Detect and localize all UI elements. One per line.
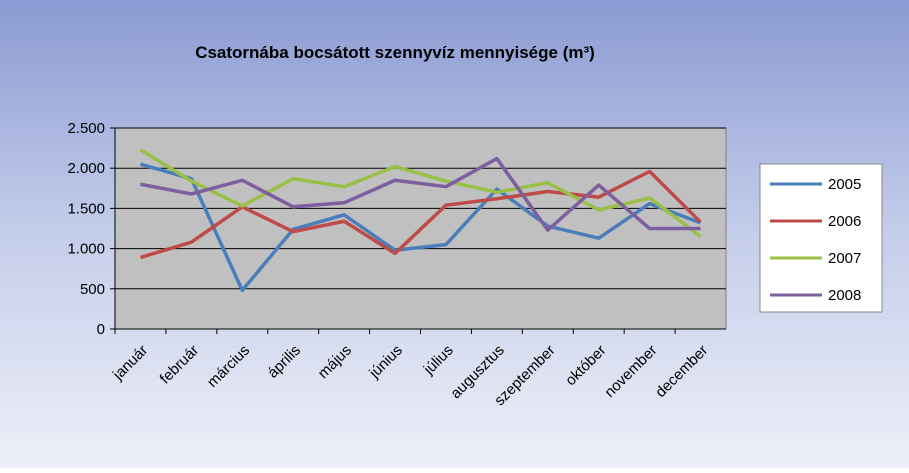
legend-box bbox=[759, 163, 883, 313]
y-tick-label: 2.500 bbox=[67, 120, 105, 137]
series-line bbox=[140, 156, 701, 232]
legend-label: 2007 bbox=[828, 250, 861, 267]
chart-title: Csatornába bocsátott szennyvíz mennyiség… bbox=[195, 43, 595, 62]
series-line bbox=[139, 162, 702, 293]
y-tick-label: 0 bbox=[97, 321, 105, 338]
series-line bbox=[139, 148, 702, 238]
y-tick-label: 500 bbox=[80, 281, 105, 298]
y-tick-label: 2.000 bbox=[67, 160, 105, 177]
legend-label: 2006 bbox=[828, 213, 861, 230]
y-tick-label: 1.000 bbox=[67, 241, 105, 258]
legend-label: 2005 bbox=[828, 176, 861, 193]
legend-label: 2008 bbox=[828, 287, 861, 304]
y-tick-label: 1.500 bbox=[67, 200, 105, 217]
